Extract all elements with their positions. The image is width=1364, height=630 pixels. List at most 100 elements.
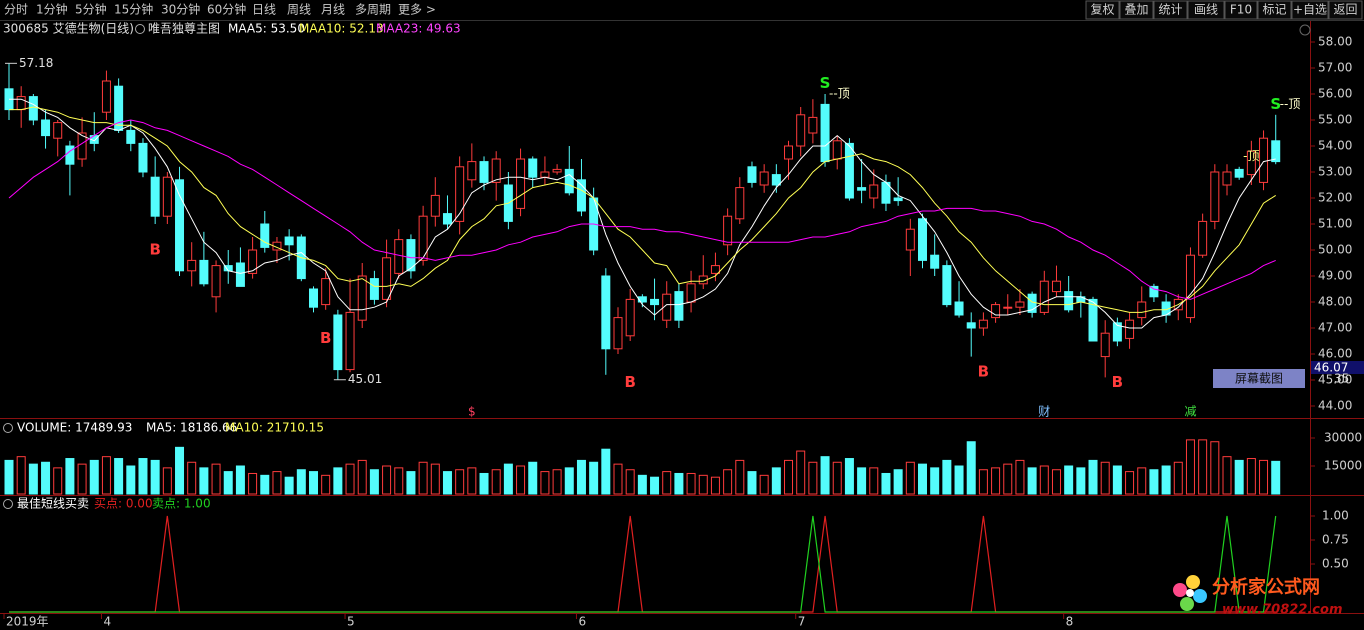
toolbar-button-label: 画线 [1194, 3, 1218, 17]
volume-bar [406, 471, 416, 495]
toolbar-tab[interactable]: 60分钟 [207, 2, 246, 17]
volume-bar [844, 458, 854, 495]
volume-bar [540, 471, 550, 495]
toolbar-tab[interactable]: 更多 > [398, 3, 436, 17]
candle-body [759, 171, 769, 186]
panel-icon[interactable] [3, 423, 13, 433]
volume-bar [1064, 465, 1074, 495]
volume-bar [114, 458, 124, 495]
toolbar-tab[interactable]: 日线 [252, 3, 276, 17]
toolbar-button[interactable] [1187, 0, 1225, 20]
volume-bar [272, 471, 282, 495]
toolbar-button-label: 统计 [1158, 3, 1182, 17]
volume-bar [467, 467, 477, 495]
volume-bar [418, 461, 428, 495]
date-label: 7 [798, 615, 806, 629]
volume-bar [613, 463, 623, 495]
toolbar-tab[interactable]: 1分钟 [36, 2, 68, 17]
volume-bar [796, 450, 806, 495]
candle-body [966, 322, 976, 329]
toolbar-tab[interactable]: 15分钟 [114, 2, 153, 17]
candle-body [771, 174, 781, 186]
candle-body [309, 288, 318, 308]
candle-body [1210, 171, 1220, 222]
candle-body [686, 283, 696, 303]
event-marker[interactable]: 减 [1184, 405, 1196, 419]
volume-bar [954, 465, 964, 495]
y-tick-label: 48.00 [1318, 295, 1352, 309]
y-tick-label: 58.00 [1318, 35, 1352, 49]
candle-body [832, 140, 842, 160]
volume-bar [1015, 459, 1025, 495]
candle-body [1259, 137, 1269, 183]
candle-body [796, 114, 806, 147]
toolbar-button[interactable] [1257, 0, 1292, 20]
volume-bar [589, 461, 599, 495]
candle-body [954, 301, 964, 316]
overlay-count: 35 [1334, 372, 1349, 386]
y-tick-label: 52.00 [1318, 191, 1352, 205]
volume-bar [625, 469, 635, 495]
toolbar-tab[interactable]: 周线 [287, 3, 311, 17]
candle-body [491, 158, 501, 183]
volume-bar [442, 471, 452, 495]
toolbar-tab[interactable]: 30分钟 [161, 2, 200, 17]
panel-icon[interactable] [3, 499, 13, 509]
volume-bar [930, 467, 940, 495]
volume-bar [284, 476, 294, 495]
candle-body [418, 215, 428, 261]
candle-body [357, 275, 367, 321]
candle-body [345, 311, 355, 371]
candle-body [528, 158, 538, 178]
candle-body [1222, 171, 1232, 186]
toolbar-button[interactable] [1153, 0, 1188, 20]
volume-bar [345, 463, 355, 495]
candle-body [1039, 280, 1049, 313]
watermark-name: 分析家公式网 [1212, 576, 1320, 598]
y-tick-label: 45.00 [1318, 373, 1352, 387]
volume-bar [1246, 458, 1256, 495]
event-marker[interactable]: 财 [1038, 405, 1050, 419]
volume-bar [686, 472, 696, 495]
toolbar-tab[interactable]: 多周期 [355, 3, 391, 17]
volume-bar [905, 461, 915, 495]
toolbar-button[interactable] [1085, 0, 1120, 20]
signal-label: B [1112, 373, 1123, 391]
volume-bar [89, 459, 99, 495]
volume-bar [601, 448, 611, 495]
y-tick-label: 1.00 [1322, 509, 1349, 523]
candle-body [1185, 254, 1195, 319]
volume-bar [784, 459, 794, 495]
volume-bar [101, 456, 111, 495]
window-icon[interactable] [1299, 24, 1311, 36]
toolbar-button[interactable] [1328, 0, 1363, 20]
candle-body [942, 265, 952, 306]
candle-body [918, 218, 927, 261]
candle-body [284, 236, 294, 246]
volume-bar [77, 463, 87, 495]
volume-bar [309, 471, 318, 495]
candle-body [211, 265, 221, 298]
candle-body [41, 119, 51, 137]
candle-body [479, 161, 489, 183]
toolbar-button[interactable] [1224, 0, 1258, 20]
panel-icon[interactable] [135, 24, 145, 34]
volume-bar [552, 469, 562, 495]
watermark-logo [1173, 575, 1207, 611]
toolbar-button[interactable] [1291, 0, 1329, 20]
volume-bar [528, 461, 538, 495]
candle-body [1246, 150, 1256, 176]
volume-bar [321, 474, 331, 495]
candle-body [857, 187, 867, 191]
event-marker[interactable]: $ [468, 405, 476, 419]
volume-bar [674, 472, 684, 495]
info-label: MAA5: 53.50 [228, 22, 305, 36]
toolbar-button[interactable] [1119, 0, 1154, 20]
toolbar-tab[interactable]: 月线 [321, 3, 345, 17]
toolbar-tab[interactable]: 5分钟 [75, 2, 107, 17]
toolbar-tab[interactable]: 分时 [4, 3, 28, 17]
y-tick-label: 49.00 [1318, 269, 1352, 283]
screenshot-button[interactable] [1213, 369, 1305, 388]
volume-bar [978, 469, 988, 495]
candle-body [53, 122, 63, 139]
